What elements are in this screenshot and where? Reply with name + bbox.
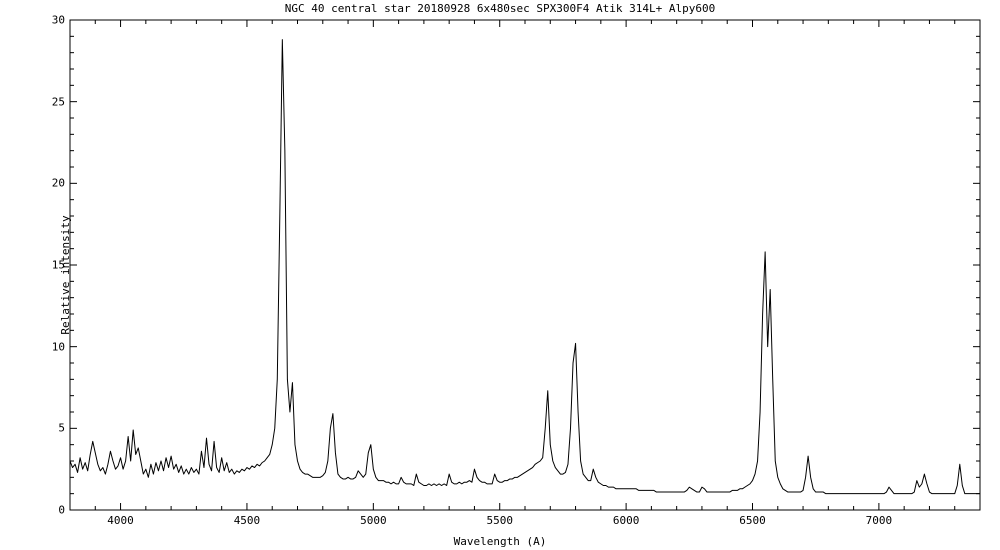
x-tick-label: 4500 [217,514,277,527]
y-tick-label: 10 [25,340,65,353]
x-tick-label: 6500 [723,514,783,527]
x-tick-label: 5000 [343,514,403,527]
y-tick-label: 5 [25,422,65,435]
y-tick-label: 25 [25,95,65,108]
x-tick-label: 7000 [849,514,909,527]
y-tick-label: 15 [25,259,65,272]
spectrum-plot [0,0,1000,550]
chart-container: NGC 40 central star 20180928 6x480sec SP… [0,0,1000,550]
x-tick-label: 6000 [596,514,656,527]
y-tick-label: 0 [25,504,65,517]
y-tick-label: 20 [25,177,65,190]
x-tick-label: 5500 [470,514,530,527]
x-tick-label: 4000 [91,514,151,527]
y-tick-label: 30 [25,14,65,27]
